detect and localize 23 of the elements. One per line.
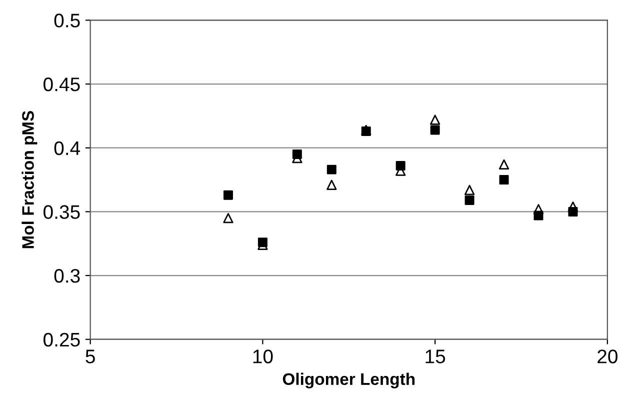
x-tick-label: 20 [598, 350, 618, 364]
x-axis-title: Oligomer Length [282, 372, 415, 388]
y-tick-label: 0.4 [54, 141, 80, 156]
x-tick-label: 10 [253, 350, 273, 364]
point [430, 125, 440, 135]
y-tick-label: 0.25 [44, 332, 80, 347]
x-tick-label: 5 [86, 350, 95, 364]
y-axis-title: Mol Fraction pMS [22, 110, 38, 248]
point [464, 195, 474, 205]
point [430, 114, 440, 125]
y-tick-label: 0.45 [44, 78, 80, 92]
point [498, 159, 510, 170]
point [223, 212, 234, 224]
x-tick-label: 15 [426, 350, 446, 364]
point [326, 180, 337, 190]
point [499, 175, 509, 185]
y-tick-label: 0.3 [54, 268, 80, 283]
point [223, 190, 233, 200]
point [464, 184, 475, 196]
y-tick-label: 0.5 [54, 14, 80, 28]
point [533, 204, 544, 214]
point [326, 164, 336, 174]
y-tick-label: 0.35 [44, 205, 80, 219]
